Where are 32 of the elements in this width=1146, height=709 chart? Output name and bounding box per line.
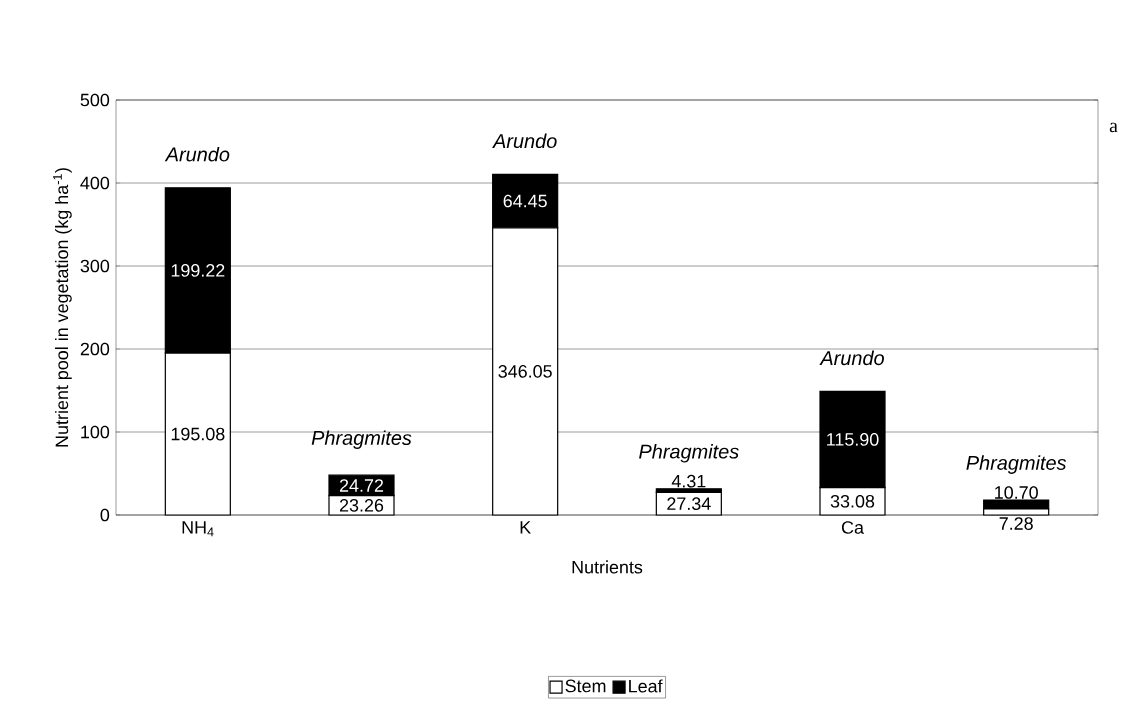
y-tick-label: 0: [100, 508, 110, 522]
data-label: 27.34: [667, 497, 711, 510]
annotation: Phragmites: [639, 443, 739, 463]
data-label: 33.08: [830, 494, 875, 508]
annotation: Arundo: [492, 133, 557, 149]
legend-label: Leaf: [629, 679, 663, 693]
data-label: 4.31: [671, 474, 706, 488]
y-tick-label: 400: [80, 176, 110, 190]
data-label: 24.72: [339, 479, 384, 492]
data-label: 346.05: [498, 365, 552, 378]
text: a: [1109, 122, 1118, 133]
data-label: 115.90: [827, 433, 879, 446]
data-label: 7.28: [999, 517, 1033, 530]
data-label: 195.08: [171, 427, 225, 441]
y-tick-label: 100: [81, 425, 110, 439]
data-label: 10.70: [995, 486, 1038, 499]
data-label: 23.26: [339, 498, 384, 512]
y-axis-title: Nutrient pool in vegetation (kg ha$^{-1}$): [53, 168, 72, 447]
data-label: 199.22: [171, 264, 225, 277]
annotation: Arundo: [164, 146, 230, 162]
annotation: Phragmites: [966, 455, 1067, 474]
x-tick-label: K: [520, 521, 531, 534]
x-tick-label: NH$_{4}$: [182, 521, 214, 537]
x-axis-title: Nutrients: [572, 560, 643, 574]
annotation: Arundo: [819, 350, 884, 366]
x-tick-label: Ca: [841, 521, 864, 534]
annotation: Phragmites: [311, 430, 412, 449]
data-label: 64.45: [503, 194, 547, 208]
y-tick-label: 500: [80, 93, 110, 107]
y-tick-label: 200: [80, 342, 110, 356]
legend-label: Stem: [565, 679, 606, 693]
y-tick-label: 300: [80, 259, 110, 273]
